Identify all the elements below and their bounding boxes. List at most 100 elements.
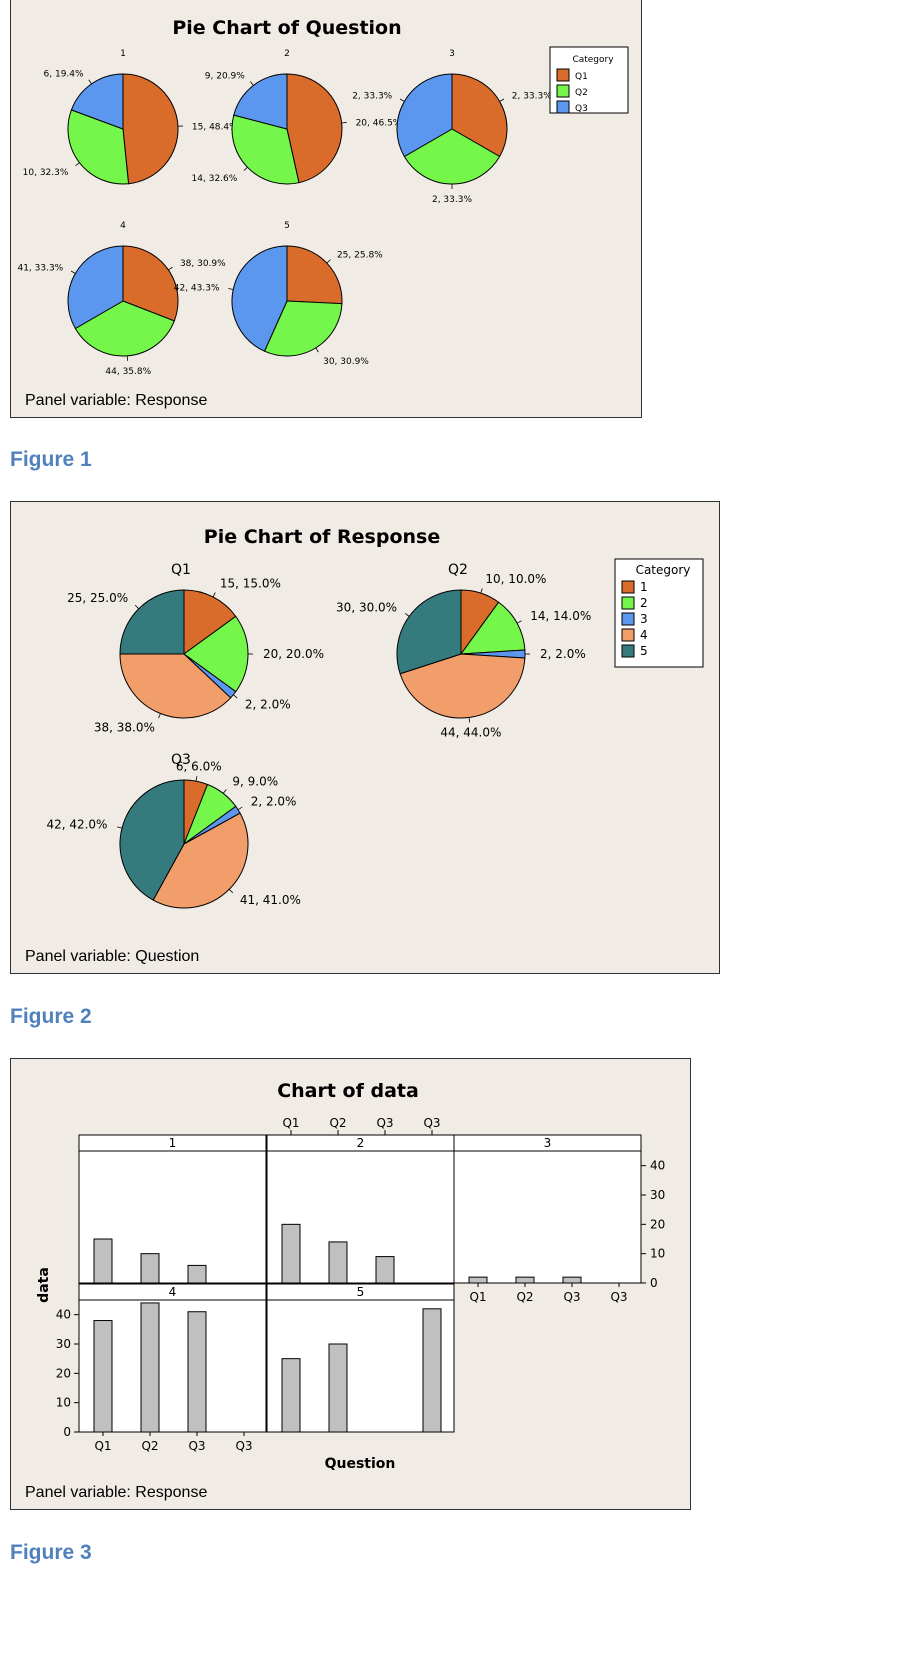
panel-variable-note: Panel variable: Question: [25, 948, 199, 965]
pie-label-tick-r5-3: [228, 288, 234, 290]
x-tick-label-p3-4: Q3: [610, 1290, 627, 1304]
pie-data-label-q3-2: 9, 9.0%: [232, 775, 278, 789]
pie-label-tick-q2-5: [404, 613, 410, 617]
y-tick-label-left-40: 40: [56, 1308, 71, 1322]
pie-panel-header-4: 4: [120, 221, 126, 231]
bar-2-2: [328, 1241, 348, 1284]
pie-data-label-q1-5: 25, 25.0%: [67, 591, 128, 605]
bar-1-1: [93, 1238, 113, 1284]
pie-slice-r3-1: [451, 73, 508, 158]
legend-label-q3: Q3: [575, 104, 588, 114]
bar-1-2: [140, 1253, 160, 1284]
pie-data-label-q2-1: 10, 10.0%: [485, 572, 546, 586]
panel-variable-note: Panel variable: Response: [25, 392, 207, 409]
pie-label-tick-r2-2: [243, 166, 248, 171]
y-tick-label-left-0: 0: [63, 1425, 71, 1439]
x-tick-label-top-4: Q3: [423, 1116, 440, 1130]
y-tick-label-right-20: 20: [650, 1217, 665, 1231]
y-tick-label-left-20: 20: [56, 1366, 71, 1380]
pie-data-label-r2-1: 20, 46.5%: [356, 118, 402, 128]
pie-data-label-r1-2: 10, 32.3%: [23, 168, 69, 178]
bar-4-3: [187, 1311, 207, 1433]
bar-2-1: [281, 1223, 301, 1284]
pie-label-tick-r1-2: [75, 162, 80, 167]
bar-3-2: [515, 1276, 535, 1284]
pie-panel-header-2: 2: [284, 49, 290, 59]
pie-label-tick-q3-2: [222, 789, 227, 794]
y-tick-label-right-0: 0: [650, 1276, 658, 1290]
legend-label-2: 2: [640, 596, 648, 610]
pie-slice-r5-1: [286, 245, 343, 305]
bar-panel-header-label-3: 3: [544, 1136, 552, 1150]
x-tick-label-p4-1: Q1: [94, 1439, 111, 1453]
pie-data-label-q3-5: 42, 42.0%: [46, 817, 107, 831]
y-tick-label-right-40: 40: [650, 1159, 665, 1173]
figure1-panel: Pie Chart of Question 1 15, 48.4% 10, 32.3%…: [10, 0, 642, 418]
pie-slice-r1-1: [122, 73, 179, 185]
pie-slice-r3-2: [403, 128, 501, 185]
bar-panel-header-label-1: 1: [169, 1136, 177, 1150]
pie-data-label-r5-2: 30, 30.9%: [323, 357, 369, 367]
bar-5-2: [328, 1343, 348, 1433]
legend-swatch-4: [621, 628, 635, 642]
pie-slice-r2-3: [233, 73, 288, 130]
legend-title: Category: [636, 563, 691, 577]
bar-panel-header-label-4: 4: [169, 1285, 177, 1299]
chart-title: Pie Chart of Response: [204, 526, 440, 548]
pie-label-tick-r5-1: [326, 259, 331, 264]
legend-label-1: 1: [640, 580, 648, 594]
legend-label-q1: Q1: [575, 72, 588, 82]
pie-label-tick-q3-1: [195, 776, 198, 782]
x-tick-label-top-1: Q1: [282, 1116, 299, 1130]
y-tick-label-left-30: 30: [56, 1337, 71, 1351]
y-tick-label-right-30: 30: [650, 1188, 665, 1202]
pie-data-label-r2-2: 14, 32.6%: [192, 174, 238, 184]
pie-label-tick-q3-4: [228, 888, 234, 894]
pie-data-label-q2-5: 30, 30.0%: [336, 601, 397, 615]
legend-swatch-q2: [556, 84, 570, 98]
bar-3-3: [562, 1276, 582, 1284]
bar-3-1: [468, 1276, 488, 1284]
y-axis-label: data: [36, 1267, 52, 1303]
pie-slice-q2-5: [396, 589, 462, 675]
bar-4-1: [93, 1320, 113, 1433]
pie-label-tick-r4-1: [168, 266, 173, 271]
legend-swatch-3: [621, 612, 635, 626]
bar-5-1: [281, 1358, 301, 1433]
pie-panel-header-q2: Q2: [448, 562, 468, 578]
pie-label-tick-r2-3: [250, 81, 254, 86]
legend-swatch-q1: [556, 68, 570, 82]
bar-5-4: [422, 1308, 442, 1433]
legend-label-q2: Q2: [575, 88, 588, 98]
bar-panel-header-label-2: 2: [357, 1136, 365, 1150]
x-tick-label-p3-2: Q2: [516, 1290, 533, 1304]
pie-slice-q2-2: [459, 601, 526, 655]
pie-slice-r4-3: [67, 245, 124, 330]
pie-data-label-r5-3: 42, 43.3%: [174, 284, 220, 294]
pie-data-label-r4-1: 38, 30.9%: [180, 259, 226, 269]
legend-swatch-5: [621, 644, 635, 658]
pie-panel-header-5: 5: [284, 221, 290, 231]
pie-panel-header-q1: Q1: [171, 562, 191, 578]
pie-data-label-r2-3: 9, 20.9%: [205, 71, 245, 81]
pie-label-tick-q3-3: [237, 806, 243, 811]
pie-label-tick-r4-3: [70, 270, 76, 274]
legend-label-5: 5: [640, 644, 648, 658]
pie-panel-header-1: 1: [120, 49, 126, 59]
pie-label-tick-r3-1: [499, 98, 505, 102]
y-tick-label-left-10: 10: [56, 1396, 71, 1410]
figure3-label: Figure 3: [10, 1541, 92, 1564]
pie-slice-q3-5: [119, 779, 185, 901]
panel-variable-note: Panel variable: Response: [25, 1484, 207, 1501]
legend-label-4: 4: [640, 628, 648, 642]
pie-label-tick-q1-3: [233, 694, 238, 699]
pie-label-tick-q2-1: [480, 588, 483, 594]
pie-data-label-r1-1: 15, 48.4%: [192, 123, 238, 133]
chart-title: Chart of data: [277, 1080, 419, 1102]
pie-slice-r1-3: [70, 73, 124, 130]
pie-data-label-q1-1: 15, 15.0%: [220, 577, 281, 591]
bar-panel-header-label-5: 5: [357, 1285, 365, 1299]
figure1-label: Figure 1: [10, 448, 92, 471]
pie-slice-q3-4: [152, 812, 249, 909]
pie-chart-of-response: Pie Chart of Response Q1 15, 15.0% 20, 20.0…: [25, 526, 704, 965]
